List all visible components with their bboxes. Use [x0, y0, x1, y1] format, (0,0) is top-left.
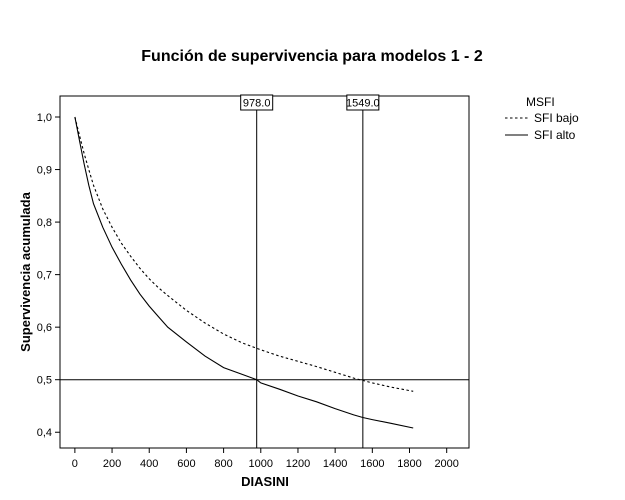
- x-tick-label: 400: [140, 458, 158, 470]
- series-layer: [74, 116, 414, 429]
- y-tick-label: 0,9: [37, 165, 52, 177]
- x-tick-label: 1000: [249, 458, 273, 470]
- reference-labels: 978.0 1549.0: [240, 94, 380, 111]
- y-axis-title: Supervivencia acumulada: [18, 191, 33, 351]
- legend-label: SFI alto: [534, 128, 576, 142]
- x-tick-label: 1400: [323, 458, 347, 470]
- chart-title: Función de supervivencia para modelos 1 …: [141, 48, 483, 65]
- y-tick-label: 1,0: [37, 112, 52, 124]
- legend-title: MSFI: [526, 95, 555, 109]
- series-line-1: [74, 116, 414, 392]
- x-tick-label: 2000: [434, 458, 458, 470]
- reference-label-box: [346, 94, 380, 111]
- x-tick-label: 1200: [286, 458, 310, 470]
- x-axis: 0 200 400 600 800 1000 1200 1400 1600 1800 2000: [72, 448, 459, 470]
- reference-lines: [60, 96, 469, 448]
- x-tick-label: 200: [103, 458, 121, 470]
- x-tick-label: 1800: [397, 458, 421, 470]
- y-tick-label: 0,5: [37, 375, 52, 387]
- legend: MSFI SFI bajo SFI alto: [505, 95, 579, 142]
- x-tick-label: 1600: [360, 458, 384, 470]
- y-tick-label: 0,4: [37, 427, 52, 439]
- x-axis-title: DIASINI: [241, 474, 289, 489]
- y-tick-label: 0,6: [37, 322, 52, 334]
- plot-frame: [59, 95, 470, 449]
- y-axis: 0,4 0,5 0,6 0,7 0,8 0,9 1,0: [37, 112, 60, 439]
- reference-label: 1549.0: [346, 98, 380, 110]
- x-tick-label: 0: [72, 458, 78, 470]
- reference-label: 978.0: [243, 98, 271, 110]
- x-tick-label: 800: [214, 458, 232, 470]
- reference-label-box: [240, 94, 274, 111]
- y-tick-label: 0,7: [37, 270, 52, 282]
- x-tick-label: 600: [177, 458, 195, 470]
- y-tick-label: 0,8: [37, 217, 52, 229]
- legend-label: SFI bajo: [534, 111, 579, 125]
- series-line-2: [74, 116, 414, 429]
